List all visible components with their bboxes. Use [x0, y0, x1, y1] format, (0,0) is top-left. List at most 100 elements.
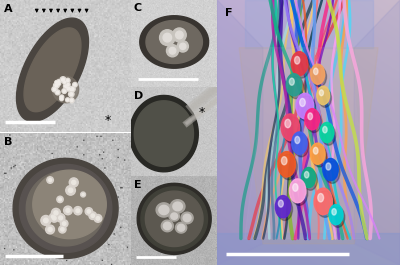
Polygon shape	[16, 18, 88, 121]
Circle shape	[176, 31, 183, 39]
Polygon shape	[26, 171, 105, 246]
Circle shape	[307, 111, 321, 132]
Circle shape	[60, 77, 66, 82]
Circle shape	[66, 99, 69, 101]
Circle shape	[47, 177, 53, 183]
Circle shape	[59, 226, 66, 233]
Circle shape	[160, 30, 175, 46]
Polygon shape	[134, 101, 194, 166]
Circle shape	[308, 113, 312, 120]
Polygon shape	[13, 158, 118, 258]
Circle shape	[68, 91, 74, 97]
Circle shape	[67, 87, 70, 90]
Circle shape	[64, 84, 68, 89]
Polygon shape	[33, 170, 106, 239]
Circle shape	[304, 171, 309, 178]
Circle shape	[277, 198, 292, 220]
Circle shape	[295, 136, 300, 144]
Circle shape	[44, 218, 48, 223]
Polygon shape	[245, 48, 372, 238]
Circle shape	[320, 122, 334, 143]
Circle shape	[323, 158, 338, 181]
Circle shape	[62, 89, 67, 94]
Circle shape	[291, 182, 308, 205]
Circle shape	[322, 125, 336, 145]
Circle shape	[74, 207, 82, 215]
Circle shape	[65, 85, 67, 87]
Polygon shape	[140, 16, 209, 68]
Circle shape	[280, 154, 297, 180]
Polygon shape	[173, 202, 182, 211]
Circle shape	[85, 208, 92, 215]
Circle shape	[66, 98, 70, 102]
Circle shape	[54, 83, 59, 88]
Circle shape	[50, 214, 58, 222]
Circle shape	[298, 96, 316, 121]
Circle shape	[294, 135, 309, 157]
Circle shape	[72, 180, 76, 184]
Circle shape	[94, 214, 102, 222]
Polygon shape	[156, 203, 172, 217]
Circle shape	[296, 93, 314, 119]
Circle shape	[69, 98, 74, 103]
Circle shape	[304, 170, 317, 190]
Polygon shape	[170, 200, 185, 213]
Polygon shape	[239, 48, 378, 244]
Circle shape	[172, 28, 186, 42]
Circle shape	[96, 217, 100, 220]
Circle shape	[53, 88, 56, 91]
Circle shape	[62, 222, 66, 225]
Circle shape	[311, 64, 325, 84]
Circle shape	[81, 192, 86, 197]
Circle shape	[289, 78, 294, 85]
Circle shape	[180, 43, 186, 50]
Circle shape	[70, 89, 72, 91]
Circle shape	[285, 119, 291, 128]
Circle shape	[286, 74, 302, 96]
Circle shape	[300, 98, 305, 107]
Circle shape	[316, 191, 334, 217]
Polygon shape	[20, 164, 112, 252]
Polygon shape	[354, 0, 400, 265]
Polygon shape	[171, 213, 178, 219]
Circle shape	[55, 90, 60, 95]
Circle shape	[70, 99, 73, 101]
Circle shape	[52, 216, 56, 220]
Circle shape	[326, 163, 331, 170]
Circle shape	[293, 54, 310, 78]
Circle shape	[63, 90, 66, 92]
Text: C: C	[134, 3, 142, 14]
Circle shape	[52, 215, 54, 218]
Circle shape	[317, 86, 330, 105]
Text: F: F	[224, 8, 232, 18]
Polygon shape	[52, 76, 79, 103]
Circle shape	[82, 193, 84, 196]
Circle shape	[66, 78, 70, 83]
Text: B: B	[4, 137, 12, 147]
Circle shape	[70, 93, 73, 95]
Circle shape	[73, 82, 77, 87]
Circle shape	[318, 193, 324, 202]
Circle shape	[55, 81, 59, 84]
Circle shape	[302, 167, 316, 188]
Circle shape	[66, 83, 70, 87]
Polygon shape	[24, 28, 81, 112]
Circle shape	[76, 209, 80, 213]
Circle shape	[278, 200, 283, 207]
Circle shape	[71, 88, 74, 90]
Circle shape	[58, 81, 60, 83]
Circle shape	[305, 109, 320, 130]
Circle shape	[275, 196, 291, 218]
Polygon shape	[217, 233, 400, 265]
Circle shape	[69, 178, 78, 187]
Circle shape	[313, 147, 318, 154]
Circle shape	[68, 188, 73, 193]
Circle shape	[54, 211, 58, 215]
Circle shape	[61, 228, 64, 231]
Polygon shape	[245, 0, 372, 48]
Polygon shape	[159, 205, 169, 215]
Circle shape	[64, 206, 72, 215]
Polygon shape	[217, 0, 263, 265]
Circle shape	[69, 88, 73, 91]
Circle shape	[56, 91, 59, 94]
